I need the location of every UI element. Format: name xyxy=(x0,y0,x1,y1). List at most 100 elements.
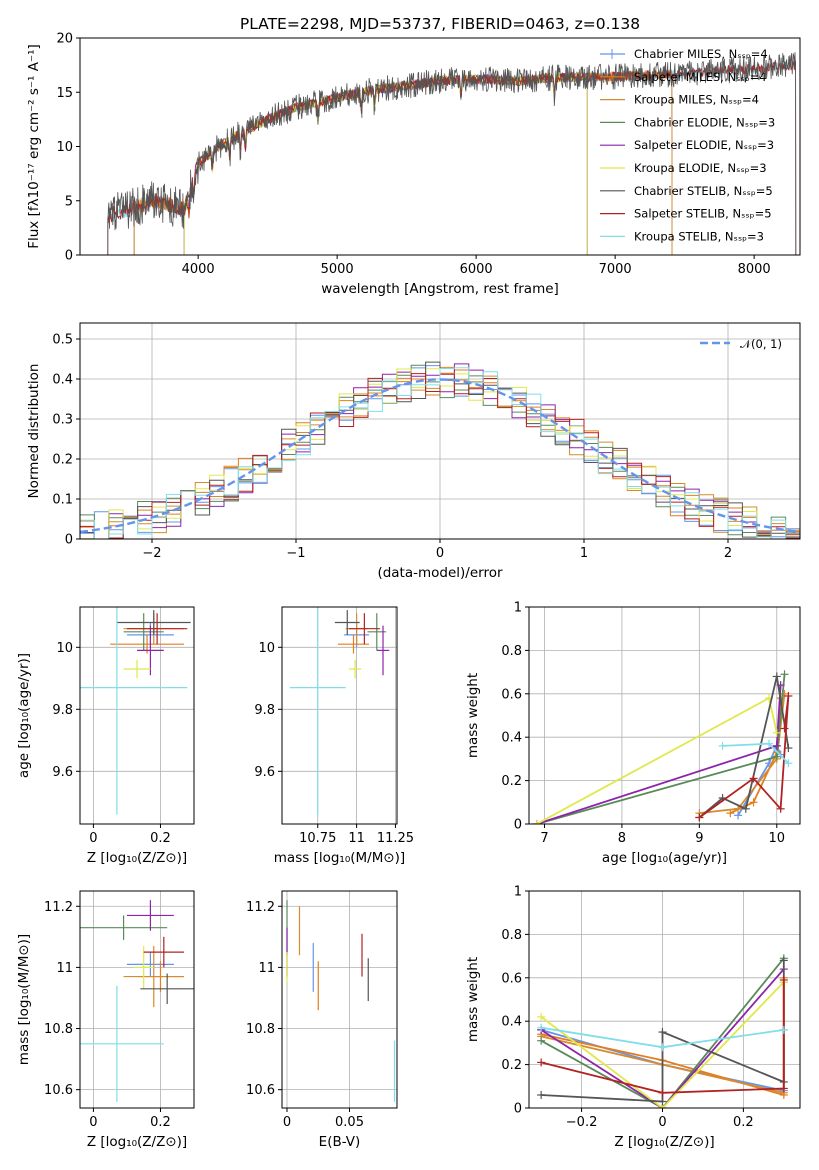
x-axis-label: (data-model)/error xyxy=(377,565,503,581)
spectrum-panel: 4000 5000 6000 7000 8000 0 5 10 15 20 wavelength [… xyxy=(26,32,801,297)
y-tick-label: 0.3 xyxy=(52,413,73,428)
axes-frame xyxy=(79,37,801,256)
y-tick-label: 9.6 xyxy=(52,765,73,780)
legend-entry: Salpeter ELODIE, Nₛₛₚ=3 xyxy=(634,138,774,152)
weight-marker xyxy=(532,820,541,824)
legend-entry: Salpeter STELIB, Nₛₛₚ=5 xyxy=(634,207,772,221)
y-tick-label: 0.6 xyxy=(501,687,522,702)
plot-area xyxy=(80,361,800,539)
data-point xyxy=(376,625,390,676)
y-tick-label: 9.8 xyxy=(52,703,73,718)
weight-series-line xyxy=(540,981,785,1108)
axes-frame xyxy=(281,890,398,1109)
data-point xyxy=(126,900,174,931)
y-tick-label: 0 xyxy=(65,533,73,548)
x-tick-label: −1 xyxy=(286,546,305,561)
plot-area xyxy=(80,607,191,815)
axes-frame xyxy=(528,890,801,1109)
y-tick-label: 10 xyxy=(258,641,275,656)
mass-vs-metallicity-panel: 0 0.2 10.6 10.8 11 11.2 Z [log₁₀(Z/Z⊙)] mass [l… xyxy=(16,890,195,1150)
weight-marker xyxy=(779,956,788,965)
y-tick-label: 11 xyxy=(258,961,275,976)
data-point xyxy=(289,607,346,815)
weight-series-line xyxy=(540,968,785,1108)
spectrum-model-line xyxy=(133,69,673,255)
weight-marker xyxy=(537,1023,546,1032)
weight-marker xyxy=(772,741,781,750)
age-vs-mass-panel: 10.75 11 11.25 9.6 9.8 10 mass [log₁₀(M/M⊙)] xyxy=(254,606,414,866)
x-tick-label: 11.25 xyxy=(377,831,414,846)
x-tick-label: 7000 xyxy=(599,262,632,277)
weight-marker xyxy=(772,752,781,761)
y-tick-label: 11.2 xyxy=(246,900,275,915)
data-point xyxy=(348,659,362,679)
legend-entry: 𝒩(0, 1) xyxy=(740,337,782,351)
weight-marker xyxy=(658,1088,667,1097)
y-tick-label: 0.6 xyxy=(501,971,522,986)
x-axis-label: age [log₁₀(age/yr)] xyxy=(602,850,727,866)
data-point xyxy=(334,610,360,635)
data-point xyxy=(126,613,188,645)
y-tick-label: 20 xyxy=(56,32,73,47)
legend-entry: Salpeter MILES, Nₛₛₚ=4 xyxy=(634,70,767,84)
spectrum-model-line xyxy=(133,69,673,255)
weight-marker xyxy=(779,1025,788,1034)
x-tick-label: 1 xyxy=(580,546,588,561)
x-tick-label: −0.2 xyxy=(566,1115,598,1130)
data-point xyxy=(116,610,191,635)
data-point xyxy=(137,625,164,676)
weight-marker xyxy=(784,691,793,700)
x-tick-label: −2 xyxy=(142,546,161,561)
plot-area xyxy=(532,670,793,824)
axes-frame xyxy=(528,606,801,825)
y-tick-label: 0.2 xyxy=(501,774,522,789)
weight-marker xyxy=(780,724,789,733)
y-tick-label: 0 xyxy=(514,818,522,833)
plot-area xyxy=(80,900,194,1102)
y-axis-label: Flux [fλ10⁻¹⁷ erg cm⁻² s⁻¹ A⁻¹] xyxy=(26,44,42,249)
y-tick-label: 10 xyxy=(56,140,73,155)
legend-entry: Kroupa STELIB, Nₛₛₚ=3 xyxy=(634,229,764,243)
weight-marker xyxy=(658,1097,667,1106)
x-tick-label: 9 xyxy=(695,831,703,846)
residual-histogram-panel: −2 −1 0 1 2 0 0.1 0.2 0.3 0.4 0.5 (data-model)/erro… xyxy=(26,322,801,581)
legend-entry: Kroupa ELODIE, Nₛₛₚ=3 xyxy=(634,161,767,175)
weight-marker xyxy=(537,1036,546,1045)
x-axis-label: mass [log₁₀(M/M⊙)] xyxy=(274,850,405,866)
x-tick-label: 0 xyxy=(658,1115,666,1130)
x-tick-label: 8000 xyxy=(738,262,771,277)
y-tick-label: 10.8 xyxy=(246,1022,275,1037)
y-tick-label: 0.1 xyxy=(52,493,73,508)
y-tick-label: 0.4 xyxy=(52,373,73,388)
data-point xyxy=(143,936,184,968)
spectrum-model-line xyxy=(183,71,588,255)
y-tick-label: 10.8 xyxy=(44,1022,73,1037)
x-tick-label: 6000 xyxy=(460,262,493,277)
weight-marker xyxy=(749,774,758,783)
legend-entry: Chabrier STELIB, Nₛₛₚ=5 xyxy=(634,184,773,198)
plot-area xyxy=(107,52,797,255)
legend-entry: Kroupa MILES, Nₛₛₚ=4 xyxy=(634,93,759,107)
residual-legend: 𝒩(0, 1) xyxy=(700,337,782,351)
spectrum-model-line xyxy=(133,69,673,255)
x-tick-label: 4000 xyxy=(182,262,215,277)
spectrum-model-line xyxy=(183,72,588,255)
weight-marker xyxy=(695,813,704,822)
weight-marker xyxy=(658,1043,667,1052)
weight-marker xyxy=(784,744,793,753)
data-point xyxy=(123,946,184,1008)
x-tick-label: 0 xyxy=(283,1115,291,1130)
data-point xyxy=(133,946,154,989)
spectrum-legend: Chabrier MILES, Nₛₛₚ=4 Salpeter MILES, Nₛ… xyxy=(600,47,775,243)
y-tick-label: 1 xyxy=(514,885,522,900)
x-tick-label: 0 xyxy=(436,546,444,561)
weight-marker xyxy=(749,798,758,807)
x-tick-label: 7 xyxy=(540,831,548,846)
y-tick-label: 10.6 xyxy=(44,1083,73,1098)
weight-marker xyxy=(780,670,789,679)
y-tick-label: 9.8 xyxy=(254,703,275,718)
axes-frame xyxy=(281,606,398,825)
axes-frame xyxy=(79,606,195,825)
y-axis-label: mass [log₁₀(M/M⊙)] xyxy=(16,934,32,1065)
